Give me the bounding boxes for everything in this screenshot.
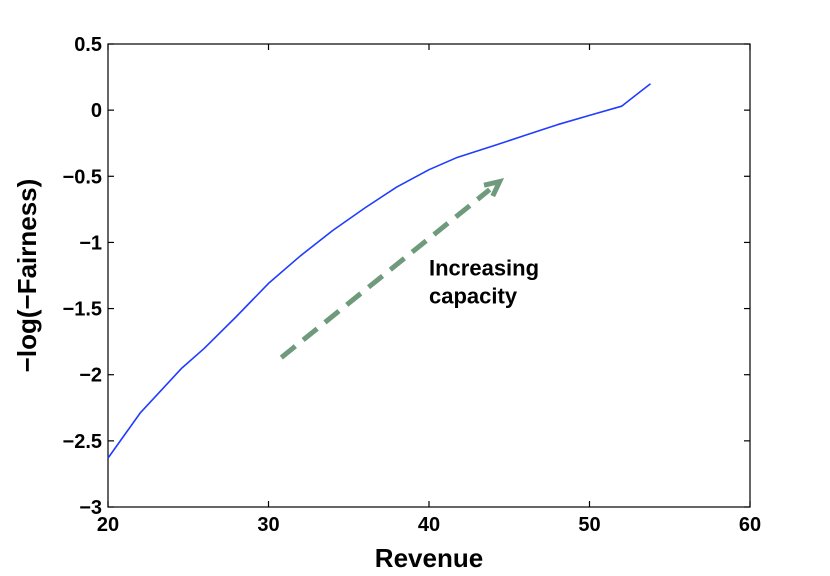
series-group	[107, 83, 651, 459]
x-axis-title: Revenue	[375, 543, 483, 573]
annotations: Increasing capacity	[279, 177, 539, 360]
x-tick-labels: 20 30 40 50 60	[97, 514, 761, 536]
y-tick-label: 0.5	[74, 34, 102, 56]
arrow-head-icon	[483, 177, 505, 198]
x-tick-label: 30	[257, 514, 279, 536]
y-axis-title: −log(−Fairness)	[12, 179, 42, 373]
y-tick-label: −1.5	[63, 299, 102, 321]
series-line	[107, 83, 651, 459]
y-tick-labels: −3 −2.5 −2 −1.5 −1 −0.5 0 0.5	[63, 34, 102, 519]
y-tick-label: 0	[91, 100, 102, 122]
y-tick-label: −1	[79, 232, 102, 254]
annotation-text: capacity	[429, 284, 518, 309]
x-tick-label: 50	[578, 514, 600, 536]
tick-marks	[107, 43, 751, 508]
y-tick-label: −2.5	[63, 431, 102, 453]
x-tick-label: 40	[418, 514, 440, 536]
arrow-shaft	[279, 187, 492, 360]
x-tick-label: 60	[739, 514, 761, 536]
x-tick-label: 20	[97, 514, 119, 536]
y-tick-label: −0.5	[63, 166, 102, 188]
y-tick-label: −3	[79, 497, 102, 519]
y-tick-label: −2	[79, 365, 102, 387]
annotation-text: Increasing	[429, 256, 539, 281]
plot-area	[107, 43, 751, 508]
